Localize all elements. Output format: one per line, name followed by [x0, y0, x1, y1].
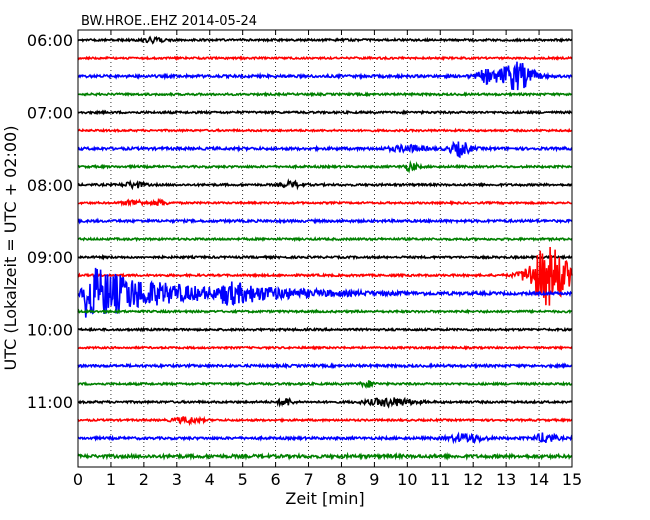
x-axis: 0 1 2 3 4 5 6 7 8 9 10 11 12 13 14 15 [73, 30, 582, 489]
trace-0900 [77, 253, 573, 261]
y-tick-label-4: 10:00 [27, 321, 73, 340]
trace-1100 [77, 396, 573, 409]
x-tick-label-4: 4 [205, 470, 215, 489]
trace-0700 [77, 109, 573, 116]
x-tick-label-8: 8 [336, 470, 346, 489]
x-tick-label-3: 3 [172, 470, 182, 489]
x-tick-label-1: 1 [106, 470, 116, 489]
x-tick-label-11: 11 [430, 470, 450, 489]
trace-0930 [77, 267, 573, 318]
y-tick-label-2: 08:00 [27, 176, 73, 195]
trace-0730 [77, 140, 573, 159]
trace-1115 [77, 415, 573, 427]
trace-0800 [77, 178, 572, 191]
x-tick-label-12: 12 [463, 470, 483, 489]
x-tick-label-5: 5 [238, 470, 248, 489]
trace-0600 [77, 35, 573, 45]
x-tick-label-9: 9 [369, 470, 379, 489]
x-tick-label-7: 7 [303, 470, 313, 489]
trace-0645 [78, 91, 573, 98]
y-axis: 06:00 07:00 08:00 09:00 10:00 11:00 [27, 31, 572, 412]
trace-0815 [77, 197, 573, 208]
x-axis-label: Zeit [min] [285, 489, 364, 508]
x-tick-label-14: 14 [529, 470, 549, 489]
y-axis-label: UTC (Lokalzeit = UTC + 02:00) [1, 126, 20, 371]
trace-1015 [77, 344, 573, 351]
y-tick-label-5: 11:00 [27, 393, 73, 412]
x-tick-label-10: 10 [397, 470, 417, 489]
x-tick-label-2: 2 [139, 470, 149, 489]
y-tick-label-1: 07:00 [27, 103, 73, 122]
x-tick-label-6: 6 [271, 470, 281, 489]
x-tick-label-13: 13 [496, 470, 516, 489]
trace-1000 [77, 326, 573, 333]
trace-0615 [77, 55, 573, 62]
trace-1030 [77, 362, 573, 370]
y-tick-label-0: 06:00 [27, 31, 73, 50]
trace-1045 [77, 380, 573, 389]
plot-frame [77, 29, 573, 468]
grid-lines [110, 30, 540, 467]
y-tick-label-3: 09:00 [27, 248, 73, 267]
trace-0715 [77, 127, 573, 134]
trace-0945 [77, 308, 573, 315]
x-tick-label-0: 0 [73, 470, 83, 489]
trace-0915 [77, 246, 573, 306]
chart-title: BW.HROE..EHZ 2014-05-24 [81, 14, 257, 29]
trace-0830 [77, 217, 573, 225]
trace-0745 [77, 159, 573, 174]
x-tick-label-15: 15 [562, 470, 582, 489]
trace-0845 [77, 236, 573, 243]
seismic-traces [77, 35, 573, 461]
trace-0630 [77, 61, 573, 91]
trace-1130 [77, 431, 573, 445]
trace-1145 [77, 451, 573, 461]
